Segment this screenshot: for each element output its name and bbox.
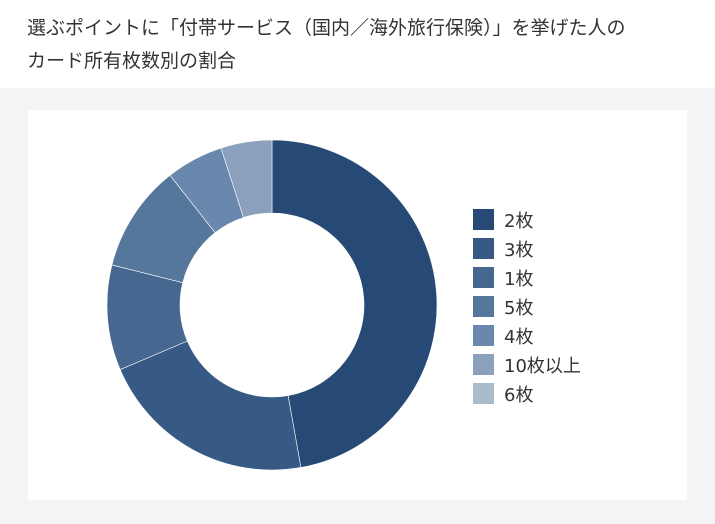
legend-label: 10枚以上	[504, 355, 581, 377]
donut-slice-1	[119, 340, 302, 471]
legend-item: 5枚	[473, 292, 581, 321]
legend-item: 10枚以上	[473, 350, 581, 379]
legend-label: 1枚	[504, 268, 534, 290]
legend-swatch	[473, 354, 494, 375]
legend-swatch	[473, 325, 494, 346]
donut-slice-0	[271, 139, 438, 468]
legend-item: 4枚	[473, 321, 581, 350]
chart-title: 選ぶポイントに「付帯サービス（国内／海外旅行保険）」を挙げた人の カード所有枚数…	[27, 12, 707, 78]
legend-swatch	[473, 267, 494, 288]
legend: 2枚 3枚 1枚 5枚 4枚 10枚以上 6枚	[473, 205, 581, 408]
legend-swatch	[473, 238, 494, 259]
legend-swatch	[473, 209, 494, 230]
legend-item: 1枚	[473, 263, 581, 292]
chart-title-line-1: 選ぶポイントに「付帯サービス（国内／海外旅行保険）」を挙げた人の	[27, 17, 626, 39]
legend-label: 5枚	[504, 297, 534, 319]
legend-label: 2枚	[504, 210, 534, 232]
legend-item: 6枚	[473, 379, 581, 408]
legend-item: 2枚	[473, 205, 581, 234]
donut-slice-5	[220, 139, 273, 218]
legend-swatch	[473, 383, 494, 404]
legend-label: 3枚	[504, 239, 534, 261]
legend-item: 3枚	[473, 234, 581, 263]
legend-label: 6枚	[504, 384, 534, 406]
legend-swatch	[473, 296, 494, 317]
chart-title-line-2: カード所有枚数別の割合	[27, 50, 237, 72]
legend-label: 4枚	[504, 326, 534, 348]
